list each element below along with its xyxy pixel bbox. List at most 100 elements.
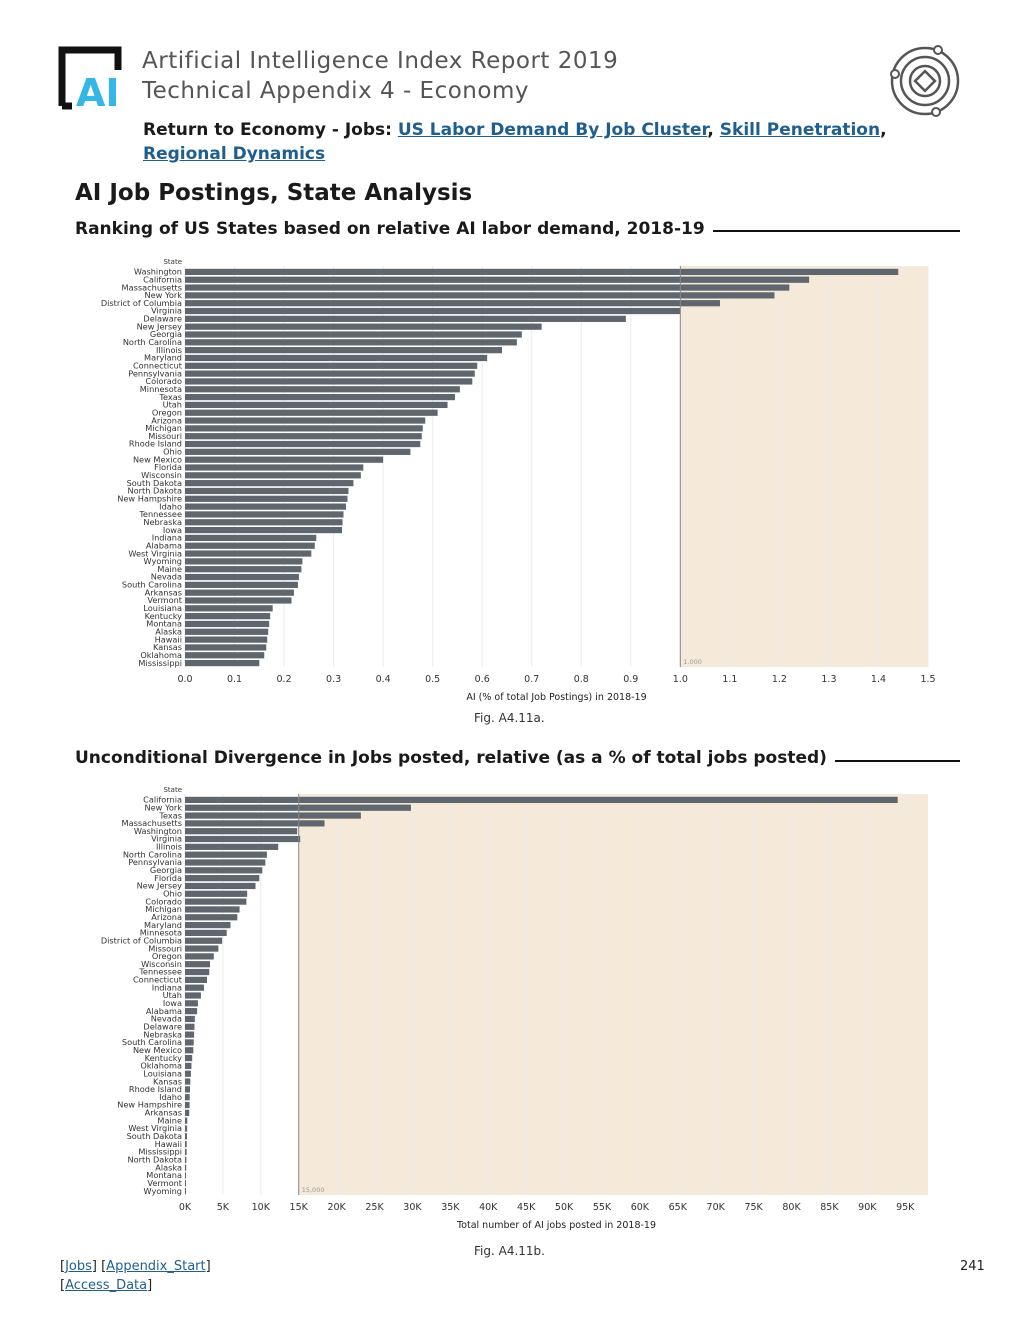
state-label: Arizona — [151, 415, 182, 425]
bar — [185, 929, 227, 937]
state-label: Ohio — [163, 889, 182, 899]
chart2-title: Unconditional Divergence in Jobs posted,… — [75, 748, 835, 768]
bar — [185, 1164, 187, 1171]
bar — [185, 558, 303, 565]
state-label: Georgia — [150, 865, 182, 875]
bar — [185, 620, 270, 628]
state-label: Minnesota — [140, 928, 182, 938]
link-skill-penetration[interactable]: Skill Penetration — [719, 120, 881, 140]
bar — [185, 976, 207, 983]
link-access-data[interactable]: Access_Data — [65, 1278, 148, 1293]
bar — [185, 1172, 187, 1179]
tick-label: 65K — [669, 1202, 688, 1213]
highlight-region — [298, 794, 928, 1195]
bar — [185, 519, 343, 526]
bar — [185, 628, 269, 635]
nav-prefix: Return to Economy - Jobs: — [143, 120, 398, 140]
state-label: New Mexico — [133, 454, 182, 464]
tick-label: 0K — [179, 1202, 192, 1213]
state-label: Virginia — [151, 834, 182, 844]
bar — [185, 1039, 194, 1046]
bar — [185, 1125, 188, 1132]
tick-label: 5K — [217, 1202, 230, 1213]
tick-label: 0.8 — [574, 674, 589, 685]
bar — [185, 425, 423, 432]
state-label: Texas — [158, 810, 182, 820]
tick-label: 30K — [403, 1202, 422, 1213]
state-label: District of Columbia — [101, 298, 182, 308]
bar — [185, 1094, 190, 1101]
state-label: Iowa — [163, 525, 182, 535]
state-label: Nebraska — [143, 517, 182, 527]
tick-label: 25K — [365, 1202, 384, 1213]
state-label: California — [143, 795, 182, 805]
state-label: Massachusetts — [122, 282, 183, 292]
bar — [185, 1047, 194, 1054]
footer-links-line1: [Jobs] [Appendix_Start] — [60, 1259, 211, 1274]
tick-label: 55K — [593, 1202, 612, 1213]
bar — [185, 417, 426, 424]
bar — [185, 597, 292, 604]
highlight-region — [680, 266, 928, 667]
bar — [185, 448, 411, 455]
state-label: Minnesota — [140, 384, 182, 394]
bar — [185, 945, 219, 952]
bar — [185, 526, 343, 534]
bar — [185, 1101, 190, 1109]
state-label: Connecticut — [133, 975, 183, 985]
state-label: Oklahoma — [140, 650, 182, 660]
tick-label: 1.3 — [821, 674, 836, 685]
state-label: Louisiana — [143, 1068, 182, 1078]
bar — [185, 550, 312, 557]
link-regional-dynamics[interactable]: Regional Dynamics — [143, 144, 326, 164]
link-us-labor-demand[interactable]: US Labor Demand By Job Cluster — [397, 120, 708, 140]
bar — [185, 370, 475, 377]
state-label: Alaska — [155, 627, 182, 637]
state-label: Maine — [157, 564, 182, 574]
bar — [185, 820, 325, 827]
tick-label: 0.1 — [227, 674, 242, 685]
state-label: New York — [145, 802, 183, 812]
economy-emblem-icon — [890, 45, 960, 117]
state-label: North Dakota — [127, 486, 182, 496]
bar — [185, 456, 384, 463]
state-label: Alabama — [146, 1006, 182, 1016]
bar — [185, 659, 260, 667]
tick-label: 75K — [744, 1202, 763, 1213]
state-label: Wyoming — [144, 1186, 182, 1196]
state-label: Hawaii — [155, 634, 182, 644]
state-label: Montana — [146, 1170, 182, 1180]
link-jobs[interactable]: Jobs — [65, 1259, 92, 1274]
state-label: Wisconsin — [141, 959, 182, 969]
state-label: Alaska — [155, 1162, 182, 1172]
state-label: Idaho — [159, 1092, 182, 1102]
bar — [185, 487, 349, 495]
state-label: Arizona — [151, 912, 182, 922]
bar — [185, 542, 315, 549]
bar — [185, 503, 346, 510]
chart1-title: Ranking of US States based on relative A… — [75, 219, 713, 239]
state-label: South Dakota — [127, 1131, 182, 1141]
state-label: Texas — [158, 392, 182, 402]
bar — [185, 812, 361, 819]
return-nav: Return to Economy - Jobs: US Labor Deman… — [143, 118, 903, 166]
tick-label: 0.9 — [623, 674, 638, 685]
bar — [185, 589, 294, 596]
bar — [185, 401, 448, 409]
state-label: Virginia — [151, 306, 182, 316]
x-axis-title: Total number of AI jobs posted in 2018-1… — [456, 1220, 656, 1231]
figure-label-b: Fig. A4.11b. — [474, 1244, 545, 1258]
state-label: Iowa — [163, 998, 182, 1008]
tick-label: 85K — [820, 1202, 839, 1213]
bar — [185, 984, 204, 991]
bar — [185, 613, 271, 620]
state-label: Missouri — [148, 431, 182, 441]
link-appendix-start[interactable]: Appendix_Start — [106, 1259, 206, 1274]
state-label: Nebraska — [143, 1029, 182, 1039]
tick-label: 1.5 — [920, 674, 935, 685]
bar — [185, 992, 201, 999]
bar — [185, 906, 240, 913]
bar — [185, 1086, 191, 1093]
section-title: AI Job Postings, State Analysis — [75, 180, 473, 206]
